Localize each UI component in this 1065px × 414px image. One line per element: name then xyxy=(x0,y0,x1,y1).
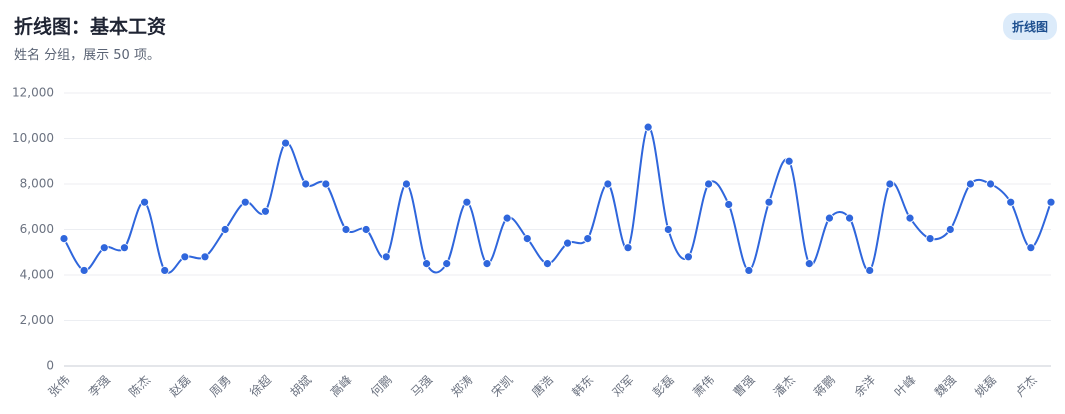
y-tick-label: 6,000 xyxy=(20,222,54,236)
point xyxy=(59,234,69,244)
x-tick-label: 魏强 xyxy=(931,372,959,400)
point xyxy=(442,259,452,269)
point xyxy=(482,259,492,269)
point xyxy=(220,225,230,234)
line xyxy=(63,126,1052,274)
chart-type-badge: 折线图 xyxy=(1002,13,1057,40)
point xyxy=(804,259,814,269)
point xyxy=(905,213,915,223)
point xyxy=(603,179,613,189)
point xyxy=(140,197,149,207)
y-tick-label: 10,000 xyxy=(12,131,54,145)
point xyxy=(1006,197,1016,207)
point xyxy=(764,197,774,207)
point xyxy=(240,197,250,207)
point xyxy=(643,122,653,132)
point xyxy=(663,225,673,234)
x-tick-label: 蒋鹏 xyxy=(811,373,838,400)
x-tick-label: 唐浩 xyxy=(528,372,556,400)
point xyxy=(885,179,895,189)
x-tick-label: 马强 xyxy=(408,373,435,400)
subtitle: 姓名 分组，展示 50 项。 xyxy=(14,48,160,63)
point xyxy=(784,156,794,166)
point xyxy=(180,252,190,262)
x-tick-label: 胡斌 xyxy=(287,373,314,400)
point xyxy=(1046,197,1056,207)
point xyxy=(945,225,955,234)
y-tick-label: 2,000 xyxy=(20,313,54,327)
point xyxy=(361,225,371,234)
point xyxy=(825,213,834,223)
point xyxy=(321,179,331,189)
x-tick-label: 赵磊 xyxy=(167,373,194,400)
y-tick-label: 8,000 xyxy=(20,177,54,191)
point xyxy=(744,266,754,275)
point xyxy=(522,234,532,244)
point xyxy=(200,252,210,262)
point xyxy=(301,179,311,189)
x-tick-label: 宋凯 xyxy=(488,372,516,400)
point xyxy=(865,266,875,275)
x-tick-label: 高峰 xyxy=(327,372,355,400)
point xyxy=(462,197,472,207)
x-tick-label: 余洋 xyxy=(851,372,879,400)
point xyxy=(845,213,854,223)
point xyxy=(160,266,170,275)
x-tick-label: 邓军 xyxy=(610,373,637,400)
x-tick-label: 李强 xyxy=(85,372,113,400)
y-tick-label: 12,000 xyxy=(12,86,54,100)
point xyxy=(925,234,935,244)
point xyxy=(543,259,552,269)
point xyxy=(583,234,593,244)
point xyxy=(1026,243,1036,253)
point xyxy=(502,213,512,223)
point xyxy=(261,206,270,216)
x-tick-label: 姚磊 xyxy=(972,373,999,400)
point xyxy=(79,266,89,275)
x-tick-label: 张伟 xyxy=(46,373,73,400)
x-tick-label: 何鹏 xyxy=(368,373,395,400)
point xyxy=(684,252,693,262)
point xyxy=(402,179,411,189)
x-tick-label: 韩东 xyxy=(569,372,597,400)
x-tick-label: 郑涛 xyxy=(448,372,476,400)
point xyxy=(563,238,572,248)
x-tick-label: 陈杰 xyxy=(126,372,154,400)
point xyxy=(99,243,109,253)
x-tick-label: 潘杰 xyxy=(771,373,798,400)
point xyxy=(986,179,995,189)
y-tick-label: 4,000 xyxy=(20,268,54,282)
point xyxy=(623,243,633,253)
point xyxy=(381,252,391,262)
title: 折线图：基本工资 xyxy=(14,16,167,38)
point xyxy=(281,138,290,148)
x-tick-label: 叶峰 xyxy=(892,373,919,400)
y-tick-label: 0 xyxy=(46,359,54,373)
point xyxy=(724,200,734,209)
x-tick-label: 徐超 xyxy=(246,372,274,400)
x-tick-label: 彭磊 xyxy=(650,373,677,400)
x-tick-label: 萧伟 xyxy=(690,373,717,400)
x-tick-label: 卢杰 xyxy=(1012,372,1040,400)
point xyxy=(422,259,431,269)
point xyxy=(704,179,713,189)
point xyxy=(966,179,975,189)
point xyxy=(341,225,351,234)
x-tick-label: 曹强 xyxy=(731,373,758,400)
point xyxy=(120,243,129,253)
x-tick-label: 周勇 xyxy=(207,373,234,400)
